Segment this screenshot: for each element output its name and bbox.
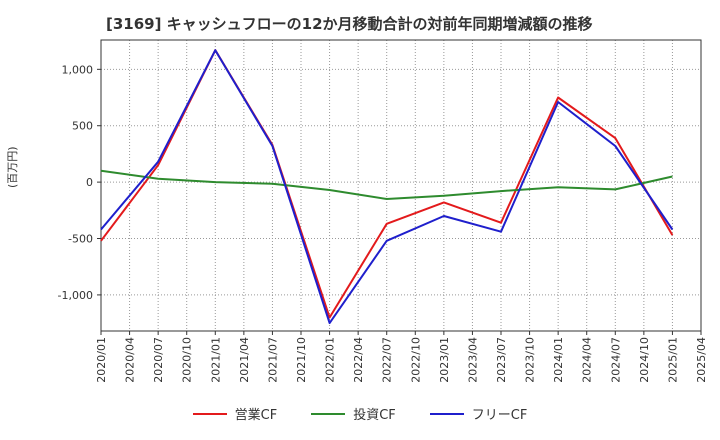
x-tick-label: 2023/07	[495, 337, 508, 383]
x-tick-label: 2024/04	[581, 337, 594, 383]
x-tick-label: 2021/04	[238, 337, 251, 383]
x-tick-label: 2020/01	[95, 337, 108, 383]
legend-swatch-investing	[311, 412, 346, 415]
x-tick-label: 2022/01	[324, 337, 337, 383]
x-tick-label: 2022/10	[409, 337, 422, 383]
x-tick-label: 2020/04	[124, 337, 137, 383]
legend: 営業CF 投資CF フリーCF	[0, 404, 720, 423]
x-tick-label: 2024/07	[609, 337, 622, 383]
x-tick-label: 2021/01	[209, 337, 222, 383]
x-tick-label: 2022/07	[381, 337, 394, 383]
plot-frame	[100, 39, 702, 332]
series-line-investing	[100, 169, 673, 200]
legend-swatch-operating	[192, 412, 227, 415]
x-tick-label: 2025/01	[666, 337, 679, 383]
y-tick-label: -500	[68, 233, 93, 246]
x-tick-label: 2021/10	[295, 337, 308, 383]
x-tick-label: 2024/10	[638, 337, 651, 383]
x-tick-label: 2020/07	[152, 337, 165, 383]
series-line-free	[100, 49, 674, 325]
x-tick-label: 2023/01	[438, 337, 451, 383]
y-tick-label: -1,000	[58, 289, 93, 302]
legend-item-investing: 投資CF	[311, 404, 396, 423]
legend-label-investing: 投資CF	[353, 408, 396, 423]
legend-label-operating: 営業CF	[234, 408, 278, 423]
y-tick-label: 1,000	[62, 63, 94, 76]
x-tick-label: 2025/04	[695, 337, 708, 383]
legend-swatch-free	[429, 412, 464, 415]
y-tick-label: 0	[86, 176, 93, 189]
legend-label-free: フリーCF	[471, 408, 528, 423]
x-tick-label: 2023/04	[466, 337, 479, 383]
x-tick-label: 2022/04	[352, 337, 365, 383]
legend-item-free: フリーCF	[429, 404, 528, 423]
x-tick-label: 2024/01	[552, 337, 565, 383]
y-tick-label: 500	[72, 120, 93, 133]
chart-title: [3169] キャッシュフローの12か月移動合計の対前年同期増減額の推移	[106, 15, 593, 33]
x-tick-label: 2021/07	[266, 337, 279, 383]
x-tick-label: 2023/10	[524, 337, 537, 383]
legend-item-operating: 営業CF	[192, 404, 278, 423]
x-tick-label: 2020/10	[181, 337, 194, 383]
